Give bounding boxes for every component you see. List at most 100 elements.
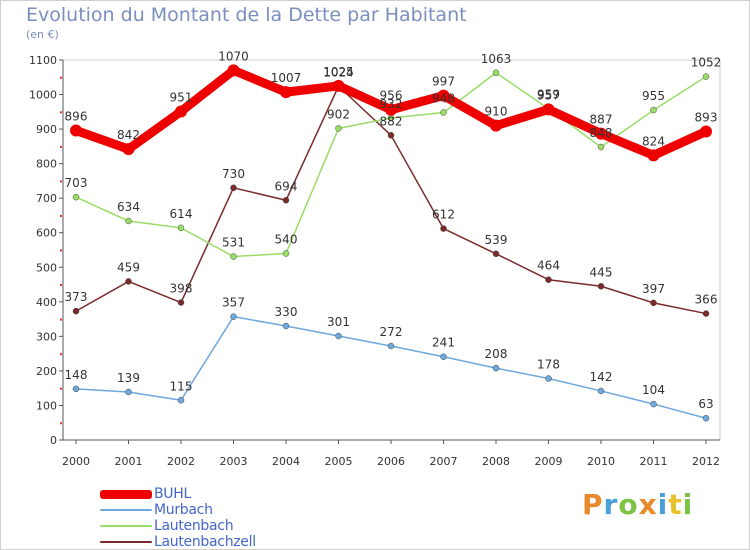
data-label: 896 xyxy=(65,109,88,123)
y-tick-label: 700 xyxy=(36,192,57,205)
data-label: 115 xyxy=(170,379,193,393)
data-point xyxy=(335,332,342,340)
y-minor-tick xyxy=(60,422,62,425)
x-tick-label: 2009 xyxy=(535,455,563,468)
data-label: 997 xyxy=(432,75,455,89)
data-label: 142 xyxy=(590,370,613,384)
y-tick-label: 100 xyxy=(36,399,57,412)
data-label: 730 xyxy=(222,167,245,181)
y-minor-tick xyxy=(60,180,62,183)
y-minor-tick xyxy=(60,387,62,390)
y-minor-tick xyxy=(60,145,62,148)
legend-swatch xyxy=(100,541,152,543)
data-label: 272 xyxy=(380,325,403,339)
y-tick-label: 400 xyxy=(36,296,57,309)
data-label: 357 xyxy=(222,296,245,310)
data-label: 397 xyxy=(642,282,665,296)
data-label: 459 xyxy=(117,260,140,274)
data-label: 951 xyxy=(170,90,193,104)
y-tick-label: 1100 xyxy=(29,54,57,67)
data-label: 893 xyxy=(695,111,718,125)
data-label: 63 xyxy=(698,397,713,411)
y-minor-tick xyxy=(60,249,62,252)
data-point xyxy=(230,313,237,320)
legend-swatch xyxy=(100,509,152,511)
data-point xyxy=(125,278,132,285)
data-label: 887 xyxy=(590,113,613,127)
y-tick-label: 1000 xyxy=(29,89,57,102)
data-label: 1007 xyxy=(271,71,302,85)
data-label: 634 xyxy=(117,200,140,214)
data-label: 957 xyxy=(537,88,560,102)
data-label: 694 xyxy=(275,179,298,193)
data-point xyxy=(492,250,500,258)
data-point xyxy=(647,149,660,162)
legend-item: Murbach xyxy=(100,502,256,518)
logo-letter: x xyxy=(638,488,658,521)
chart-title: Evolution du Montant de la Dette par Hab… xyxy=(26,4,467,26)
data-label: 330 xyxy=(275,305,298,319)
data-label: 241 xyxy=(432,336,455,350)
data-label: 948 xyxy=(432,92,455,106)
legend-swatch xyxy=(100,525,152,527)
data-label: 932 xyxy=(380,97,403,111)
x-tick-label: 2002 xyxy=(167,455,195,468)
data-label: 956 xyxy=(380,89,403,103)
data-label: 398 xyxy=(170,282,193,296)
data-point xyxy=(177,299,185,306)
data-point xyxy=(597,143,605,151)
data-label: 842 xyxy=(117,128,140,142)
data-point xyxy=(72,307,80,315)
data-point xyxy=(125,388,132,396)
data-label: 902 xyxy=(327,107,350,121)
data-label: 882 xyxy=(380,114,403,128)
x-tick-label: 2004 xyxy=(272,455,300,468)
legend-item: BUHL xyxy=(100,486,256,502)
x-tick-label: 2012 xyxy=(692,455,720,468)
y-tick-label: 0 xyxy=(50,434,57,447)
data-point xyxy=(282,197,290,204)
logo-letter: r xyxy=(603,488,619,521)
data-point xyxy=(545,375,552,382)
data-label: 1063 xyxy=(481,52,512,66)
chart-subtitle: (en €) xyxy=(26,28,59,41)
data-label: 959 xyxy=(537,88,560,102)
data-label: 104 xyxy=(642,383,665,397)
legend-item: Lautenbach xyxy=(100,518,256,534)
legend-label: Lautenbachzell xyxy=(154,534,256,550)
data-point xyxy=(650,299,657,307)
data-point xyxy=(490,119,502,132)
data-label: 178 xyxy=(537,358,560,372)
data-point xyxy=(385,103,397,116)
data-point xyxy=(282,322,290,330)
data-point xyxy=(702,414,710,422)
x-tick-label: 2007 xyxy=(430,455,458,468)
data-label: 703 xyxy=(65,176,88,190)
data-label: 848 xyxy=(590,126,613,140)
logo-letter: i xyxy=(682,488,694,521)
data-point xyxy=(175,105,187,118)
data-point xyxy=(122,143,135,156)
data-point xyxy=(437,89,450,102)
y-tick-label: 500 xyxy=(36,261,57,274)
data-point xyxy=(177,224,185,232)
data-label: 301 xyxy=(327,315,350,329)
data-point xyxy=(387,132,395,139)
data-point xyxy=(595,127,607,140)
logo-letter: i xyxy=(657,488,669,521)
data-label: 531 xyxy=(222,236,245,250)
x-tick-label: 2001 xyxy=(115,455,143,468)
data-label: 612 xyxy=(432,208,455,222)
legend-label: Lautenbach xyxy=(154,518,234,534)
data-point xyxy=(177,397,185,404)
data-label: 955 xyxy=(642,89,665,103)
data-label: 366 xyxy=(695,293,718,307)
data-label: 373 xyxy=(65,290,88,304)
x-tick-label: 2008 xyxy=(482,455,510,468)
y-tick-label: 800 xyxy=(36,158,57,171)
data-point xyxy=(125,217,132,225)
data-point xyxy=(227,64,240,77)
data-point xyxy=(440,353,447,360)
x-tick-label: 2000 xyxy=(62,455,90,468)
